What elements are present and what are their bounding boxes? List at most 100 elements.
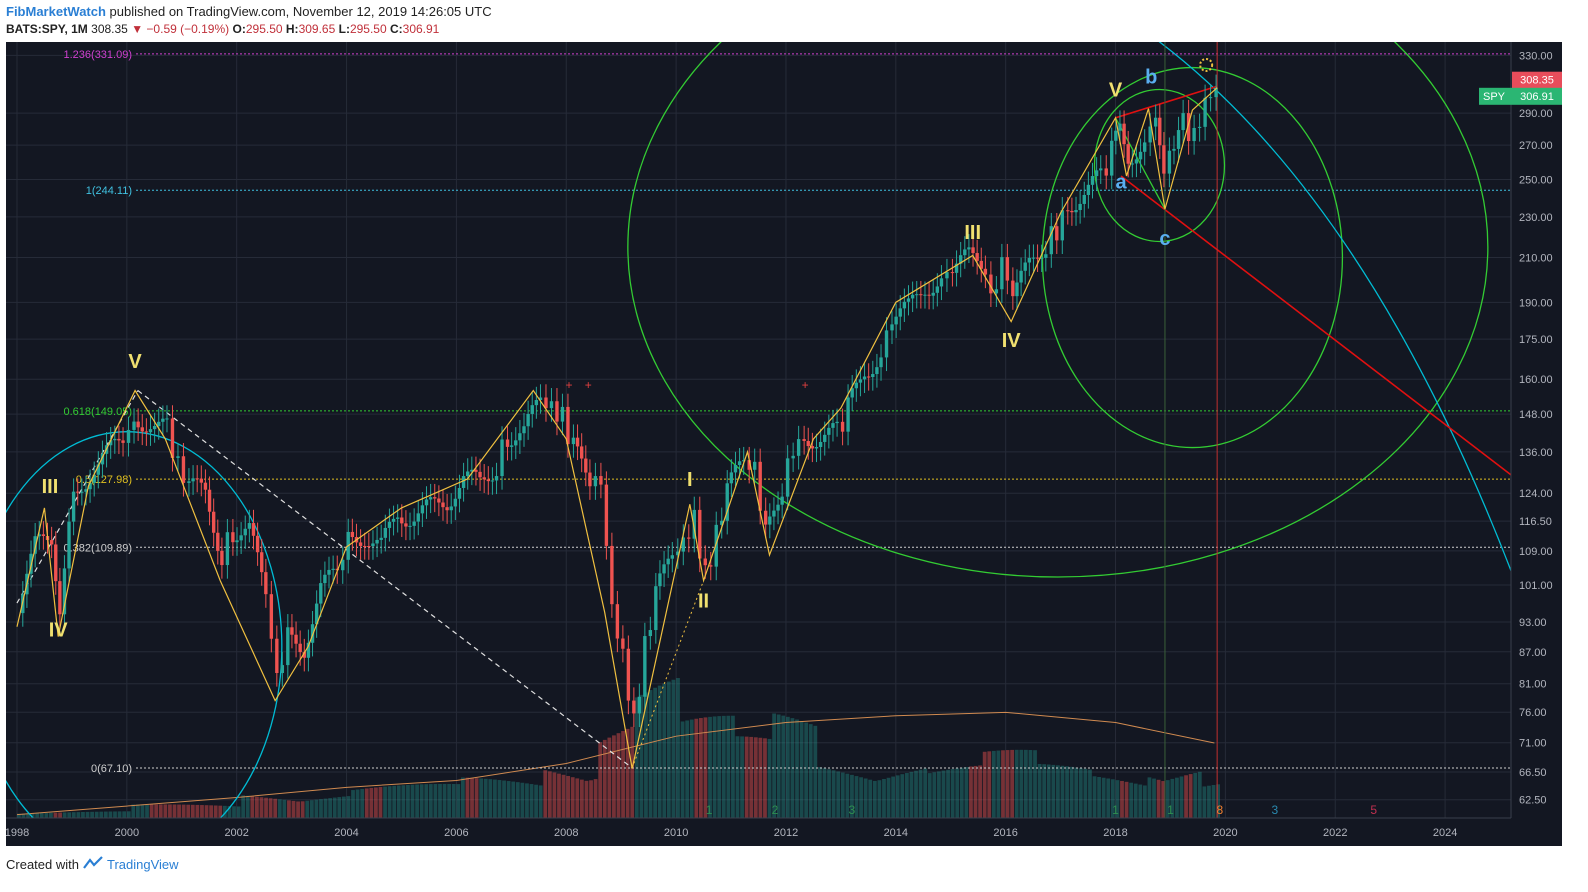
- candle-body: [776, 504, 780, 511]
- candle-body: [400, 517, 404, 524]
- cycle-number: 1: [706, 803, 713, 817]
- volume-bar: [497, 780, 502, 818]
- volume-bar: [822, 768, 827, 818]
- volume-bar: [99, 811, 104, 818]
- price-tag-value: 308.35: [1520, 75, 1554, 87]
- volume-bar: [113, 811, 117, 818]
- volume-bar: [81, 811, 85, 818]
- volume-bar: [383, 786, 387, 818]
- volume-bar: [1110, 779, 1115, 818]
- tradingview-link[interactable]: TradingView: [106, 857, 179, 872]
- candle-body: [121, 440, 125, 443]
- candle-body: [33, 536, 37, 554]
- volume-bar: [1115, 780, 1120, 818]
- volume-bar: [630, 726, 635, 818]
- candle-body: [424, 499, 429, 506]
- volume-bar: [355, 789, 360, 818]
- volume-bar: [419, 784, 424, 818]
- x-tick-label: 2020: [1213, 827, 1237, 839]
- candle-body: [906, 298, 911, 302]
- candle-body: [298, 643, 302, 653]
- volume-bar: [891, 776, 896, 818]
- volume-bar: [502, 780, 506, 818]
- candle-body: [239, 535, 243, 541]
- y-tick-label: 270.00: [1519, 140, 1553, 152]
- dashed-trend-white-2: [16, 390, 139, 604]
- candle-body: [358, 542, 363, 546]
- volume-bar: [969, 766, 973, 818]
- cycle-number: 8: [1217, 803, 1224, 817]
- author-link[interactable]: FibMarketWatch: [6, 4, 106, 19]
- wave-label: II: [698, 591, 709, 613]
- candle-body: [199, 478, 203, 483]
- volume-bar: [346, 796, 351, 818]
- candle-body: [626, 648, 631, 701]
- volume-bar: [666, 681, 671, 818]
- volume-bar: [946, 769, 950, 818]
- candle-body: [902, 301, 907, 309]
- volume-bar: [648, 690, 653, 818]
- candle-body: [108, 440, 113, 446]
- candle-body: [643, 636, 647, 697]
- wave-label: IV: [49, 620, 69, 642]
- candle-body: [302, 652, 306, 658]
- candle-body: [371, 543, 375, 547]
- volume-bar: [1023, 749, 1028, 818]
- candle-body: [84, 489, 88, 492]
- elliott-wave-path: [16, 87, 1218, 769]
- ohlc-legend: BATS:SPY, 1M 308.35 ▼ −0.59 (−0.19%) O:2…: [6, 22, 439, 36]
- volume-bar: [882, 778, 886, 818]
- candle-body: [835, 421, 839, 424]
- volume-bar: [1133, 783, 1138, 818]
- y-tick-label: 62.50: [1519, 795, 1547, 807]
- volume-bar: [1211, 784, 1216, 818]
- volume-bar: [460, 777, 465, 818]
- volume-bar: [506, 781, 511, 818]
- volume-bar: [923, 768, 928, 818]
- cycle-number: 1: [1112, 803, 1119, 817]
- candle-body: [514, 440, 518, 446]
- candle-body: [884, 330, 889, 358]
- volume-bar: [1078, 768, 1083, 818]
- symbol-label[interactable]: BATS:SPY, 1M: [6, 22, 88, 36]
- low-label: L:: [338, 22, 350, 36]
- x-tick-label: 2004: [334, 827, 358, 839]
- candle-body: [80, 491, 84, 493]
- candle-body: [831, 423, 835, 428]
- y-tick-label: 93.00: [1519, 617, 1547, 629]
- chart-area[interactable]: 1.236(331.09) 1(244.11) 0.618(149.05) 0.5(1…: [6, 42, 1562, 846]
- chart-svg[interactable]: 1.236(331.09)1(244.11)0.618(149.05)0.5(1…: [6, 42, 1562, 846]
- volume-bar: [763, 738, 767, 818]
- volume-bar: [799, 720, 804, 818]
- y-tick-label: 330.00: [1519, 50, 1553, 62]
- volume-bar: [168, 804, 172, 818]
- volume-bar: [392, 785, 397, 818]
- y-tick-label: 290.00: [1519, 108, 1553, 120]
- candle-body: [1197, 126, 1202, 128]
- y-axis-bg: [1511, 42, 1562, 846]
- volume-bar: [547, 771, 552, 818]
- candle-body: [526, 413, 530, 427]
- volume-bar: [483, 778, 488, 818]
- volume-bar: [26, 813, 30, 818]
- candle-body: [862, 376, 867, 380]
- candle-body: [341, 559, 345, 571]
- volume-bar: [959, 767, 964, 818]
- volume-bar: [186, 804, 191, 818]
- volume-bar: [287, 800, 291, 818]
- volume-bar: [451, 783, 456, 818]
- volume-bar: [332, 797, 337, 818]
- wave-label: V: [1109, 80, 1123, 102]
- candle-body: [1070, 210, 1074, 213]
- candle-body: [919, 294, 923, 296]
- candle-body: [758, 461, 762, 511]
- candle-body: [742, 460, 746, 462]
- volume-bar: [721, 715, 726, 818]
- x-tick-label: 2010: [664, 827, 688, 839]
- volume-bar: [406, 784, 410, 818]
- volume-bar: [1065, 766, 1069, 818]
- volume-bar: [1175, 777, 1179, 818]
- y-tick-label: 175.00: [1519, 334, 1553, 346]
- volume-bar: [950, 769, 955, 818]
- spy-tag-value: 306.91: [1520, 91, 1554, 103]
